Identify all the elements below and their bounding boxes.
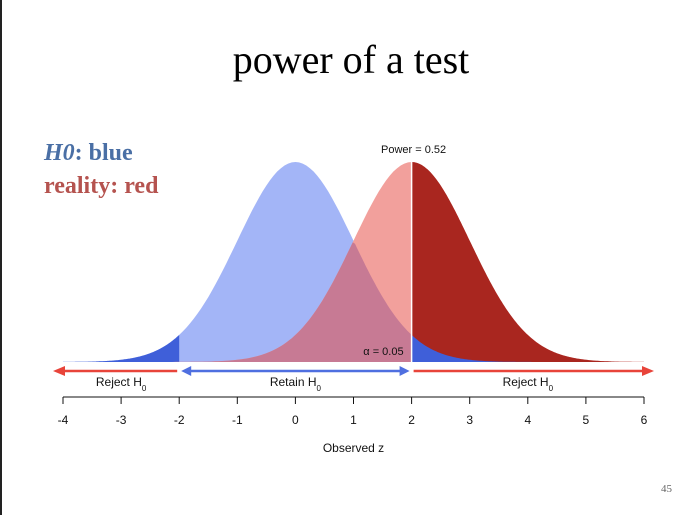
slide-number: 45 <box>661 483 672 495</box>
retain-arrowhead-left <box>181 366 192 376</box>
legend-h0: H0: blue <box>44 140 133 167</box>
reject-left-label: Reject H0 <box>96 375 147 393</box>
power-region-area <box>411 162 644 362</box>
alpha-label: α = 0.05 <box>363 346 403 358</box>
null-left-tail-area <box>63 334 180 362</box>
legend-reality: reality: red <box>44 173 159 199</box>
region-arrows <box>53 366 654 376</box>
null-right-tail-area <box>411 334 644 362</box>
x-tick-label: 5 <box>583 413 590 427</box>
legend-h0-value: : blue <box>74 140 133 166</box>
legend-h0-label: H0 <box>44 140 75 166</box>
x-tick-label: -3 <box>116 413 127 427</box>
x-tick-label: 3 <box>466 413 473 427</box>
retain-arrowhead-right <box>399 366 410 376</box>
overlap-area <box>63 242 412 362</box>
power-label: Power = 0.52 <box>381 144 446 156</box>
x-axis-ticks: -4 -3 -2 -1 0 1 2 3 4 5 6 <box>58 397 648 427</box>
x-tick-label: 0 <box>292 413 299 427</box>
x-tick-label: -1 <box>232 413 243 427</box>
x-tick-label: 2 <box>408 413 415 427</box>
reject-left-arrowhead <box>53 366 65 376</box>
x-tick-label: 4 <box>524 413 531 427</box>
x-tick-label: 6 <box>641 413 648 427</box>
x-axis-label: Observed z <box>323 441 384 455</box>
x-tick-label: -4 <box>58 413 69 427</box>
slide-title: power of a test <box>232 37 470 82</box>
x-tick-label: 1 <box>350 413 357 427</box>
retain-label: Retain H0 <box>270 375 322 393</box>
x-tick-label: -2 <box>174 413 185 427</box>
reject-right-arrowhead <box>642 366 654 376</box>
reject-right-label: Reject H0 <box>503 375 554 393</box>
